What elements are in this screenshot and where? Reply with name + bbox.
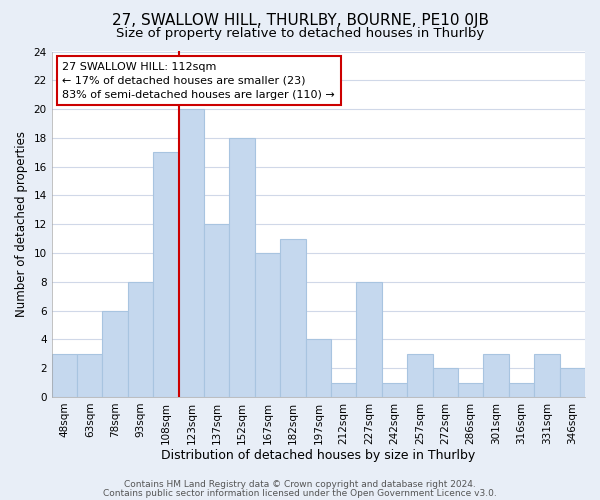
X-axis label: Distribution of detached houses by size in Thurlby: Distribution of detached houses by size … [161,450,475,462]
Y-axis label: Number of detached properties: Number of detached properties [15,131,28,317]
Bar [407,354,433,397]
Bar [52,354,77,397]
Text: Size of property relative to detached houses in Thurlby: Size of property relative to detached ho… [116,28,484,40]
Bar [255,253,280,397]
Bar [484,354,509,397]
Bar [77,354,103,397]
Bar [534,354,560,397]
Text: Contains public sector information licensed under the Open Government Licence v3: Contains public sector information licen… [103,488,497,498]
Bar [560,368,585,397]
Bar [103,310,128,397]
Bar [153,152,179,397]
Bar [229,138,255,397]
Bar [433,368,458,397]
Bar [458,382,484,397]
Bar [305,340,331,397]
Bar [128,282,153,397]
Text: 27, SWALLOW HILL, THURLBY, BOURNE, PE10 0JB: 27, SWALLOW HILL, THURLBY, BOURNE, PE10 … [112,12,488,28]
Bar [382,382,407,397]
Bar [331,382,356,397]
Text: 27 SWALLOW HILL: 112sqm
← 17% of detached houses are smaller (23)
83% of semi-de: 27 SWALLOW HILL: 112sqm ← 17% of detache… [62,62,335,100]
Bar [204,224,229,397]
Text: Contains HM Land Registry data © Crown copyright and database right 2024.: Contains HM Land Registry data © Crown c… [124,480,476,489]
Bar [280,238,305,397]
Bar [179,109,204,397]
Bar [356,282,382,397]
Bar [509,382,534,397]
